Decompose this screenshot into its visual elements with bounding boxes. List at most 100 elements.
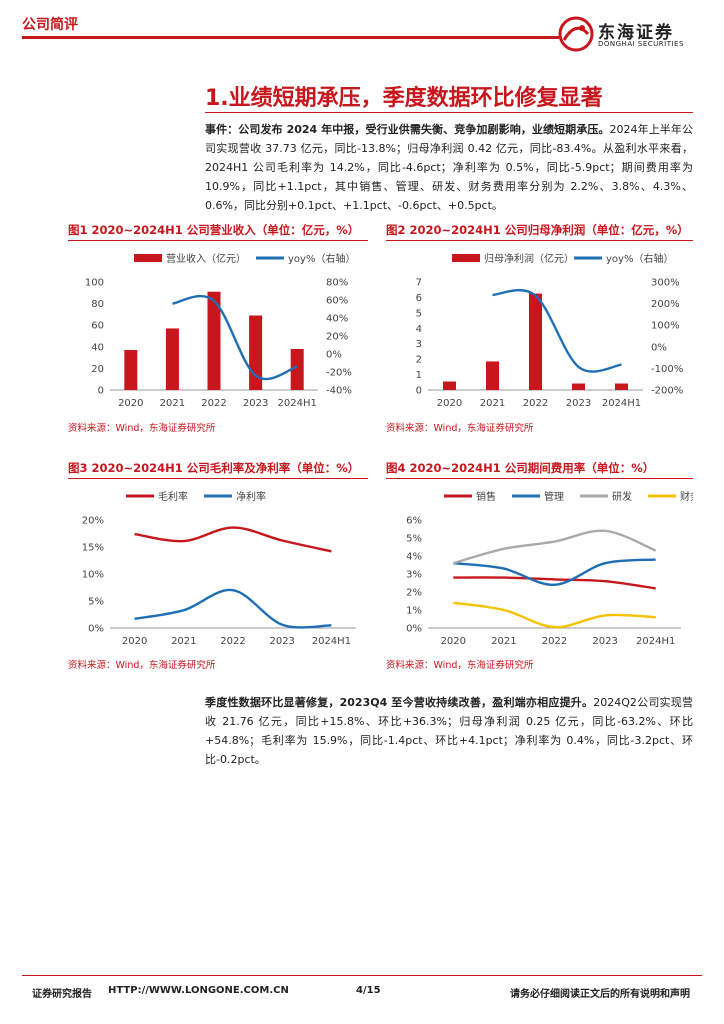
donghai-logo-icon [558, 16, 594, 52]
y-tick-label-3: 15% [82, 543, 104, 554]
bar-0-2 [207, 291, 221, 390]
series-line-0 [134, 526, 332, 553]
bar-0-0 [443, 381, 456, 390]
series-line-0 [453, 576, 656, 590]
y-tick-label-3: 3 [416, 339, 422, 350]
legend-label-0: 销售 [476, 490, 496, 503]
y-tick-label-0: 0% [88, 624, 104, 635]
y-tick-label-4: 4 [416, 324, 422, 335]
figure2-source: 资料来源：Wind，东海证券研究所 [386, 423, 534, 434]
bar-0-3 [572, 383, 585, 390]
x-tick-label-3: 2023 [243, 398, 268, 409]
quarterly-lead: 季度性数据环比显著修复，2023Q4 至今营收持续改善，盈利端亦相应提升。 [205, 696, 594, 709]
quarterly-paragraph: 季度性数据环比显著修复，2023Q4 至今营收持续改善，盈利端亦相应提升。202… [205, 693, 693, 769]
y-tick-label-6: 6% [406, 516, 422, 527]
event-body: 2024年上半年公司实现营收 37.73 亿元，同比-13.8%；归母净利润 0… [205, 123, 693, 212]
footer-page-number: 4/15 [356, 985, 381, 996]
x-tick-label-4: 2024H1 [312, 636, 351, 647]
figure4-source: 资料来源：Wind，东海证券研究所 [386, 660, 534, 671]
legend-label-1: yoy%（右轴） [288, 252, 355, 265]
y-tick-label-0: 0 [98, 386, 104, 397]
y-tick-label-0: 0% [406, 624, 422, 635]
x-tick-label-2: 2022 [542, 636, 567, 647]
footer-disclaimer: 请务必仔细阅读正文后的所有说明和声明 [510, 989, 690, 1000]
y-tick-label-1: 5% [88, 597, 104, 608]
figure1-title: 图1 2020~2024H1 公司营业收入（单位：亿元，%） [68, 223, 360, 237]
legend-label-1: yoy%（右轴） [606, 252, 673, 265]
x-tick-label-2: 2022 [523, 398, 548, 409]
quarterly-body: 2024Q2公司实现营收 21.76 亿元，同比+15.8%、环比+36.3%；… [205, 696, 693, 766]
legend-label-0: 营业收入（亿元） [166, 252, 246, 265]
y-tick-label-3: 3% [406, 570, 422, 581]
x-tick-label-2: 2022 [201, 398, 226, 409]
figure1-title-rule [68, 240, 368, 241]
x-tick-label-4: 2024H1 [636, 636, 675, 647]
logo-name: 东海证券 [598, 23, 674, 43]
series-line-1 [134, 588, 332, 629]
legend-label-3: 财务 [680, 490, 693, 503]
x-tick-label-1: 2021 [491, 636, 516, 647]
y-tick-label-4: 4% [406, 552, 422, 563]
figure3-title: 图3 2020~2024H1 公司毛利率及净利率（单位：%） [68, 461, 360, 475]
legend-label-0: 毛利率 [158, 490, 188, 503]
x-tick-label-0: 2020 [441, 636, 466, 647]
y-tick-label-5: 100 [85, 278, 104, 289]
y2-tick-label-5: 300% [651, 278, 680, 289]
x-tick-label-3: 2023 [269, 636, 294, 647]
x-tick-label-0: 2020 [122, 636, 147, 647]
figure3-source: 资料来源：Wind，东海证券研究所 [68, 660, 216, 671]
bar-0-2 [529, 293, 542, 390]
footer-website-link[interactable]: HTTP://WWW.LONGONE.COM.CN [108, 985, 289, 996]
y2-tick-label-0: -40% [326, 386, 352, 397]
figure2-title: 图2 2020~2024H1 公司归母净利润（单位：亿元，%） [386, 223, 689, 237]
y2-tick-label-1: -100% [651, 364, 683, 375]
legend-label-1: 净利率 [236, 490, 266, 503]
x-tick-label-3: 2023 [592, 636, 617, 647]
x-tick-label-4: 2024H1 [278, 398, 317, 409]
figure4-title-rule [386, 478, 693, 479]
y2-tick-label-1: -20% [326, 368, 352, 379]
y-tick-label-2: 2% [406, 588, 422, 599]
y-tick-label-1: 1% [406, 606, 422, 617]
y-tick-label-2: 2 [416, 355, 422, 366]
footer-divider [22, 975, 702, 976]
legend-label-2: 研发 [612, 490, 632, 503]
logo-english-name: DONGHAI SECURITIES [598, 40, 684, 48]
event-paragraph: 事件：公司发布 2024 年中报，受行业供需失衡、竞争加剧影响，业绩短期承压。2… [205, 120, 693, 215]
section-divider [205, 112, 693, 113]
y2-tick-label-2: 0% [651, 342, 667, 353]
header-divider [22, 36, 559, 39]
x-tick-label-0: 2020 [437, 398, 462, 409]
bar-0-4 [615, 383, 628, 390]
x-tick-label-3: 2023 [566, 398, 591, 409]
y-tick-label-5: 5 [416, 308, 422, 319]
section-title: 1.业绩短期承压，季度数据环比修复显著 [205, 86, 603, 111]
margin-chart: 毛利率 净利率 0% 5% 10% 15% 20% 2020 2021 2022 2023 2024H… [82, 490, 356, 647]
y2-tick-label-3: 20% [326, 332, 348, 343]
y-tick-label-2: 40 [91, 342, 104, 353]
figure2-title-rule [386, 240, 693, 241]
x-tick-label-2: 2022 [220, 636, 245, 647]
expense-ratio-chart: 销售 管理 研发 财务 0% 1% 2% 3% 4% 5% 6% 2020 2021 2022 2023 20… [406, 490, 693, 647]
y2-tick-label-3: 100% [651, 321, 680, 332]
x-tick-label-4: 2024H1 [602, 398, 641, 409]
y-tick-label-2: 10% [82, 570, 104, 581]
series-line-3 [453, 601, 656, 629]
y2-tick-label-4: 40% [326, 314, 348, 325]
series-line-2 [452, 529, 657, 565]
x-tick-label-1: 2021 [480, 398, 505, 409]
y-tick-label-1: 1 [416, 370, 422, 381]
bar-0-4 [290, 348, 304, 390]
y-tick-label-7: 7 [416, 278, 422, 289]
event-lead: 事件：公司发布 2024 年中报，受行业供需失衡、竞争加剧影响，业绩短期承压。 [205, 123, 610, 136]
y2-tick-label-2: 0% [326, 350, 342, 361]
bar-0-0 [124, 350, 138, 390]
y2-tick-label-0: -200% [651, 386, 683, 397]
bar-0-1 [165, 328, 179, 390]
revenue-chart: 营业收入（亿元） yoy%（右轴） 0 20 40 60 80 100 -40% -20% 0% 20… [85, 252, 356, 409]
y-tick-label-4: 20% [82, 516, 104, 527]
y-tick-label-5: 5% [406, 534, 422, 545]
x-tick-label-0: 2020 [118, 398, 143, 409]
series-line-1 [492, 288, 622, 373]
y-tick-label-0: 0 [416, 386, 422, 397]
